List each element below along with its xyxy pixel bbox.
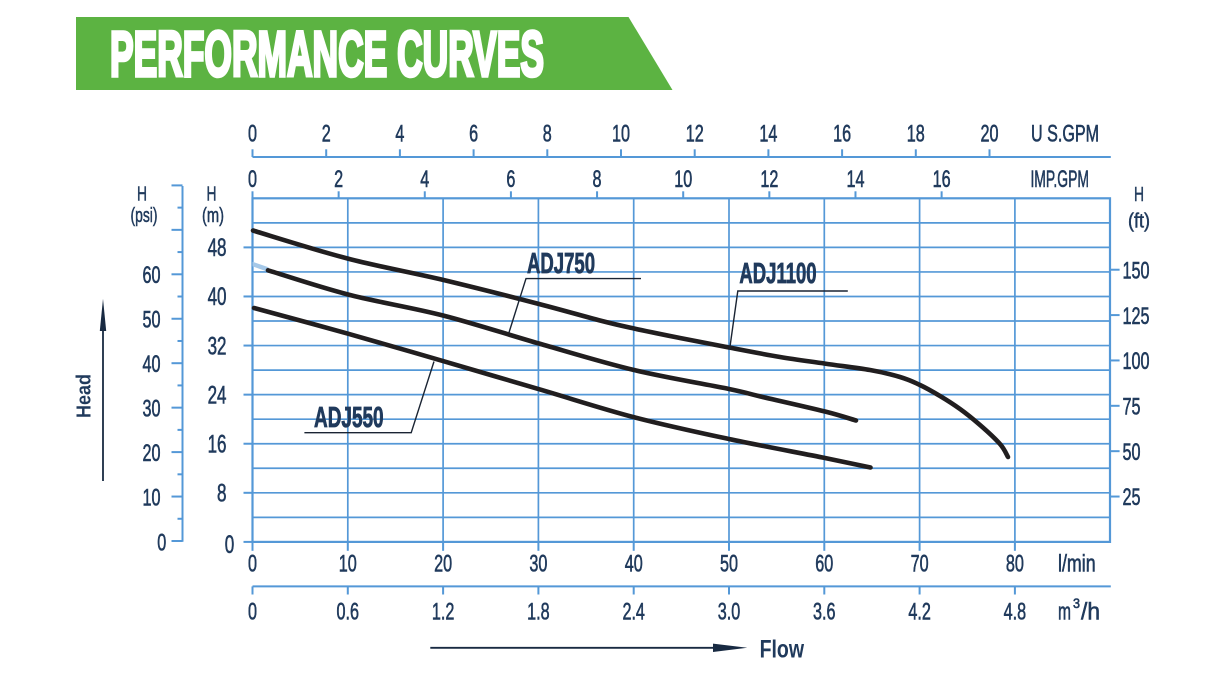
- svg-text:0: 0: [248, 166, 257, 193]
- svg-text:m: m: [1058, 599, 1071, 626]
- svg-text:(m): (m): [202, 205, 224, 227]
- svg-text:0: 0: [248, 599, 257, 626]
- svg-text:18: 18: [907, 121, 925, 148]
- svg-text:PERFORMANCE CURVES: PERFORMANCE CURVES: [110, 18, 544, 90]
- svg-text:16: 16: [933, 166, 951, 193]
- svg-text:8: 8: [543, 121, 552, 148]
- svg-text:H: H: [137, 184, 147, 206]
- svg-text:70: 70: [911, 551, 929, 578]
- svg-text:20: 20: [143, 440, 161, 467]
- svg-text:40: 40: [143, 351, 161, 378]
- svg-text:1.8: 1.8: [527, 599, 550, 626]
- svg-text:1.2: 1.2: [432, 599, 455, 626]
- svg-text:12: 12: [760, 166, 778, 193]
- svg-text:/h: /h: [1081, 599, 1100, 626]
- svg-text:H: H: [1134, 184, 1144, 206]
- svg-text:IMP.GPM: IMP.GPM: [1030, 166, 1089, 193]
- svg-text:10: 10: [339, 551, 357, 578]
- svg-text:H: H: [207, 184, 217, 206]
- svg-text:50: 50: [143, 306, 161, 333]
- svg-text:2.4: 2.4: [622, 599, 645, 626]
- svg-text:3.0: 3.0: [718, 599, 741, 626]
- svg-text:14: 14: [759, 121, 777, 148]
- svg-text:4: 4: [420, 166, 429, 193]
- svg-text:0: 0: [248, 551, 257, 578]
- svg-text:0.6: 0.6: [337, 599, 360, 626]
- svg-text:4.8: 4.8: [1004, 599, 1027, 626]
- svg-text:75: 75: [1123, 394, 1141, 421]
- svg-text:100: 100: [1123, 348, 1150, 375]
- svg-text:125: 125: [1123, 303, 1150, 330]
- svg-text:50: 50: [720, 551, 738, 578]
- svg-text:8: 8: [217, 480, 227, 508]
- svg-text:4: 4: [395, 121, 404, 148]
- svg-text:U S.GPM: U S.GPM: [1031, 121, 1099, 148]
- svg-text:40: 40: [208, 283, 227, 311]
- svg-text:20: 20: [981, 121, 999, 148]
- svg-text:2: 2: [322, 121, 331, 148]
- svg-text:30: 30: [529, 551, 547, 578]
- svg-text:32: 32: [208, 332, 227, 360]
- svg-text:30: 30: [143, 395, 161, 422]
- svg-text:(psi): (psi): [131, 205, 158, 227]
- svg-text:2: 2: [334, 166, 343, 193]
- svg-text:80: 80: [1006, 551, 1024, 578]
- svg-text:0: 0: [157, 530, 166, 557]
- svg-text:ADJ550: ADJ550: [314, 402, 384, 434]
- svg-text:12: 12: [686, 121, 704, 148]
- svg-text:10: 10: [674, 166, 692, 193]
- svg-text:14: 14: [846, 166, 864, 193]
- svg-text:60: 60: [815, 551, 833, 578]
- svg-text:16: 16: [833, 121, 851, 148]
- svg-text:3: 3: [1073, 595, 1080, 611]
- svg-text:16: 16: [208, 430, 227, 458]
- svg-text:(ft): (ft): [1128, 211, 1150, 233]
- svg-text:150: 150: [1123, 257, 1150, 284]
- svg-text:10: 10: [612, 121, 630, 148]
- svg-text:50: 50: [1123, 439, 1141, 466]
- svg-text:0: 0: [225, 531, 235, 559]
- svg-text:0: 0: [248, 121, 257, 148]
- svg-text:Head: Head: [74, 374, 96, 418]
- svg-text:l/min: l/min: [1058, 551, 1096, 578]
- svg-text:24: 24: [208, 381, 227, 409]
- svg-text:48: 48: [208, 234, 227, 262]
- svg-text:6: 6: [506, 166, 515, 193]
- svg-text:ADJ1100: ADJ1100: [739, 258, 816, 290]
- svg-text:25: 25: [1123, 484, 1141, 511]
- svg-text:10: 10: [143, 484, 161, 511]
- svg-text:40: 40: [625, 551, 643, 578]
- svg-text:60: 60: [143, 262, 161, 289]
- svg-text:6: 6: [469, 121, 478, 148]
- svg-text:20: 20: [434, 551, 452, 578]
- svg-text:3.6: 3.6: [813, 599, 836, 626]
- svg-text:Flow: Flow: [760, 635, 805, 663]
- svg-text:ADJ750: ADJ750: [527, 248, 595, 280]
- svg-text:4.2: 4.2: [908, 599, 931, 626]
- svg-text:8: 8: [593, 166, 602, 193]
